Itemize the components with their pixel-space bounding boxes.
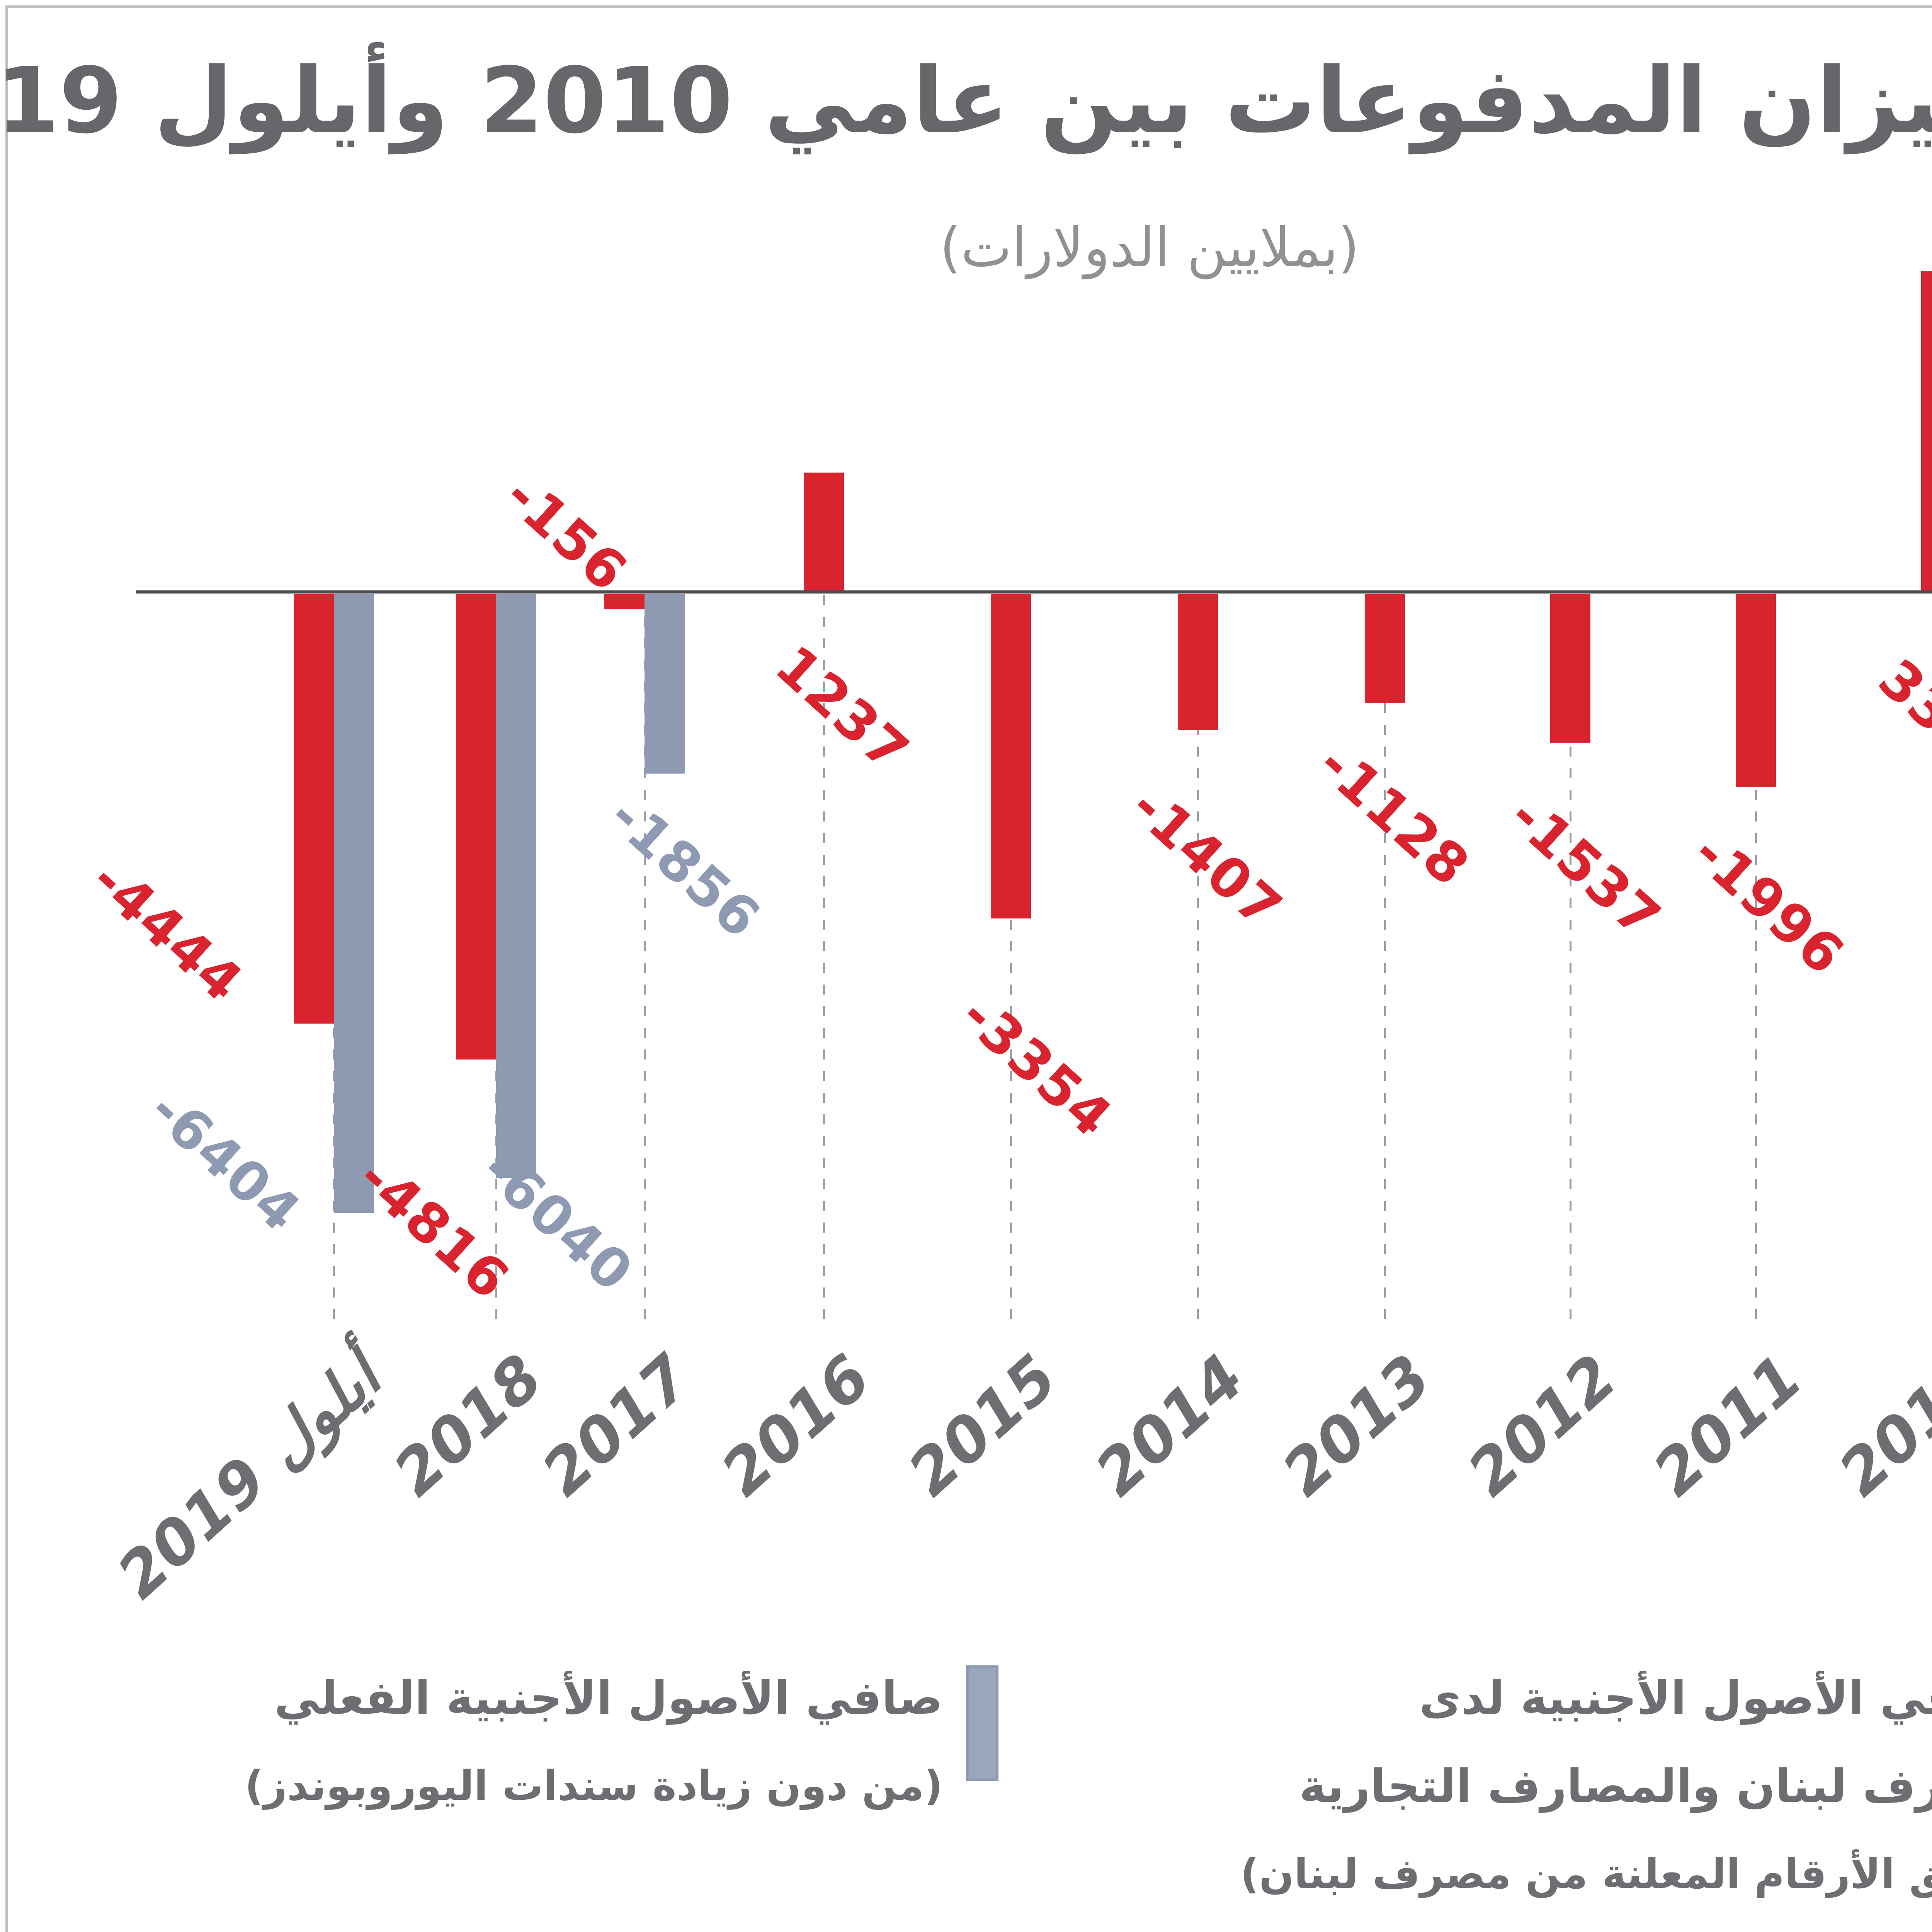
bar-reported-2012 [1550, 594, 1590, 743]
dashed-line-2017 [644, 595, 646, 1329]
dashed-line-2014 [1197, 595, 1199, 1329]
legend-label-line: صافي الأصول الأجنبية لدى [1419, 1671, 1932, 1725]
bar-reported-2016 [804, 473, 844, 592]
legend-swatch-actual [966, 1665, 998, 1781]
chart-title: تطوّر ميزان المدفوعات بين عامي 2010 وأيل… [0, 48, 1932, 154]
legend-label-line: (وفق الأرقام المعلنة من مصرف لبنان) [1240, 1850, 1932, 1898]
legend-label-line: مصرف لبنان والمصارف التجارية [1299, 1759, 1932, 1813]
dashed-line-2013 [1384, 595, 1386, 1329]
dashed-line-2015 [1010, 595, 1012, 1329]
bar-actual-2017 [645, 594, 685, 774]
chart-subtitle: (بملايين الدولارات) [940, 216, 1359, 279]
zero-axis-line [136, 590, 1932, 594]
bar-reported-أيلول 2019 [294, 594, 334, 1024]
bar-reported-2011 [1736, 594, 1776, 787]
dashed-line-2012 [1570, 595, 1571, 1329]
bar-reported-2010 [1921, 271, 1932, 592]
bar-reported-2013 [1365, 594, 1405, 703]
bar-reported-2014 [1178, 594, 1218, 730]
legend-item-actual: صافي الأصول الأجنبية الفعلي (من دون زياد… [116, 1654, 943, 1830]
bar-reported-2018 [456, 594, 496, 1060]
legend-label-line: صافي الأصول الأجنبية الفعلي [274, 1671, 943, 1725]
bar-reported-2015 [991, 594, 1031, 918]
bar-reported-2017 [604, 594, 645, 609]
bar-actual-2018 [496, 594, 536, 1178]
dashed-line-2011 [1755, 595, 1757, 1329]
legend-label-line: (من دون زيادة سندات اليوروبوندز) [245, 1762, 943, 1810]
dashed-line-2016 [823, 595, 825, 1329]
bar-actual-أيلول 2019 [334, 594, 374, 1213]
legend-item-reported: صافي الأصول الأجنبية لدى مصرف لبنان والم… [1159, 1654, 1932, 1918]
